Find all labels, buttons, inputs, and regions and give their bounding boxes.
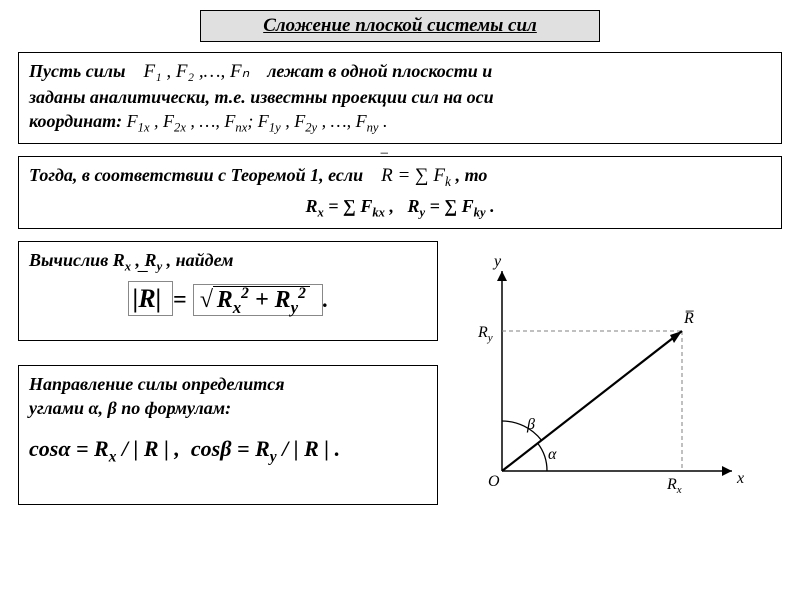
label-alpha: α — [548, 446, 557, 463]
block-intro: Пусть силы F₁ , F₂ ,…, Fₙ лежат в одной … — [18, 52, 782, 144]
projections: F1x , F2x , …, Fnx; F1y , F2y , …, Fny . — [127, 111, 388, 131]
direction-line2: углами α, β по формулам: — [29, 398, 231, 418]
label-y: y — [492, 253, 502, 270]
label-r: R̅ — [683, 310, 694, 327]
magnitude-intro: Вычислив Rx , Ry , найдем — [29, 250, 233, 270]
label-ry: Ry — [477, 324, 493, 344]
theorem-post: , то — [456, 165, 488, 185]
page-title: Сложение плоской системы сил — [200, 10, 600, 42]
forces-list: F₁ , F₂ ,…, Fₙ — [143, 61, 249, 82]
block-theorem: Тогда, в соответствии с Теоремой 1, если… — [18, 156, 782, 229]
direction-line1: Направление силы определится — [29, 374, 285, 394]
block-direction: Направление силы определится углами α, β… — [18, 365, 438, 505]
intro-post: лежат в одной плоскости и — [267, 61, 492, 81]
intro-line3-pre: координат: — [29, 111, 122, 131]
rxy-equation: Rx = ∑ Fkx , Ry = ∑ Fky . — [305, 196, 494, 216]
intro-pre: Пусть силы — [29, 61, 125, 81]
label-x: x — [736, 470, 744, 487]
theorem-pre: Тогда, в соответствии с Теоремой 1, если — [29, 165, 363, 185]
intro-line2: заданы аналитически, т.е. известны проек… — [29, 87, 494, 107]
r-equation: R‾ = ∑ Fk — [381, 165, 456, 186]
label-rx: Rx — [666, 476, 682, 496]
label-origin: O — [488, 473, 500, 490]
label-beta: β — [526, 416, 535, 433]
block-magnitude: Вычислив Rx , Ry , найдем |R‾| = √Rx2 + … — [18, 241, 438, 341]
vector-diagram: y x O Rx Ry R̅ α β — [452, 251, 752, 521]
cos-formula: cosα = Rx / | R | , cosβ = Ry / | R | . — [29, 434, 427, 468]
magnitude-formula: |R‾| = √Rx2 + Ry2 . — [29, 281, 427, 319]
